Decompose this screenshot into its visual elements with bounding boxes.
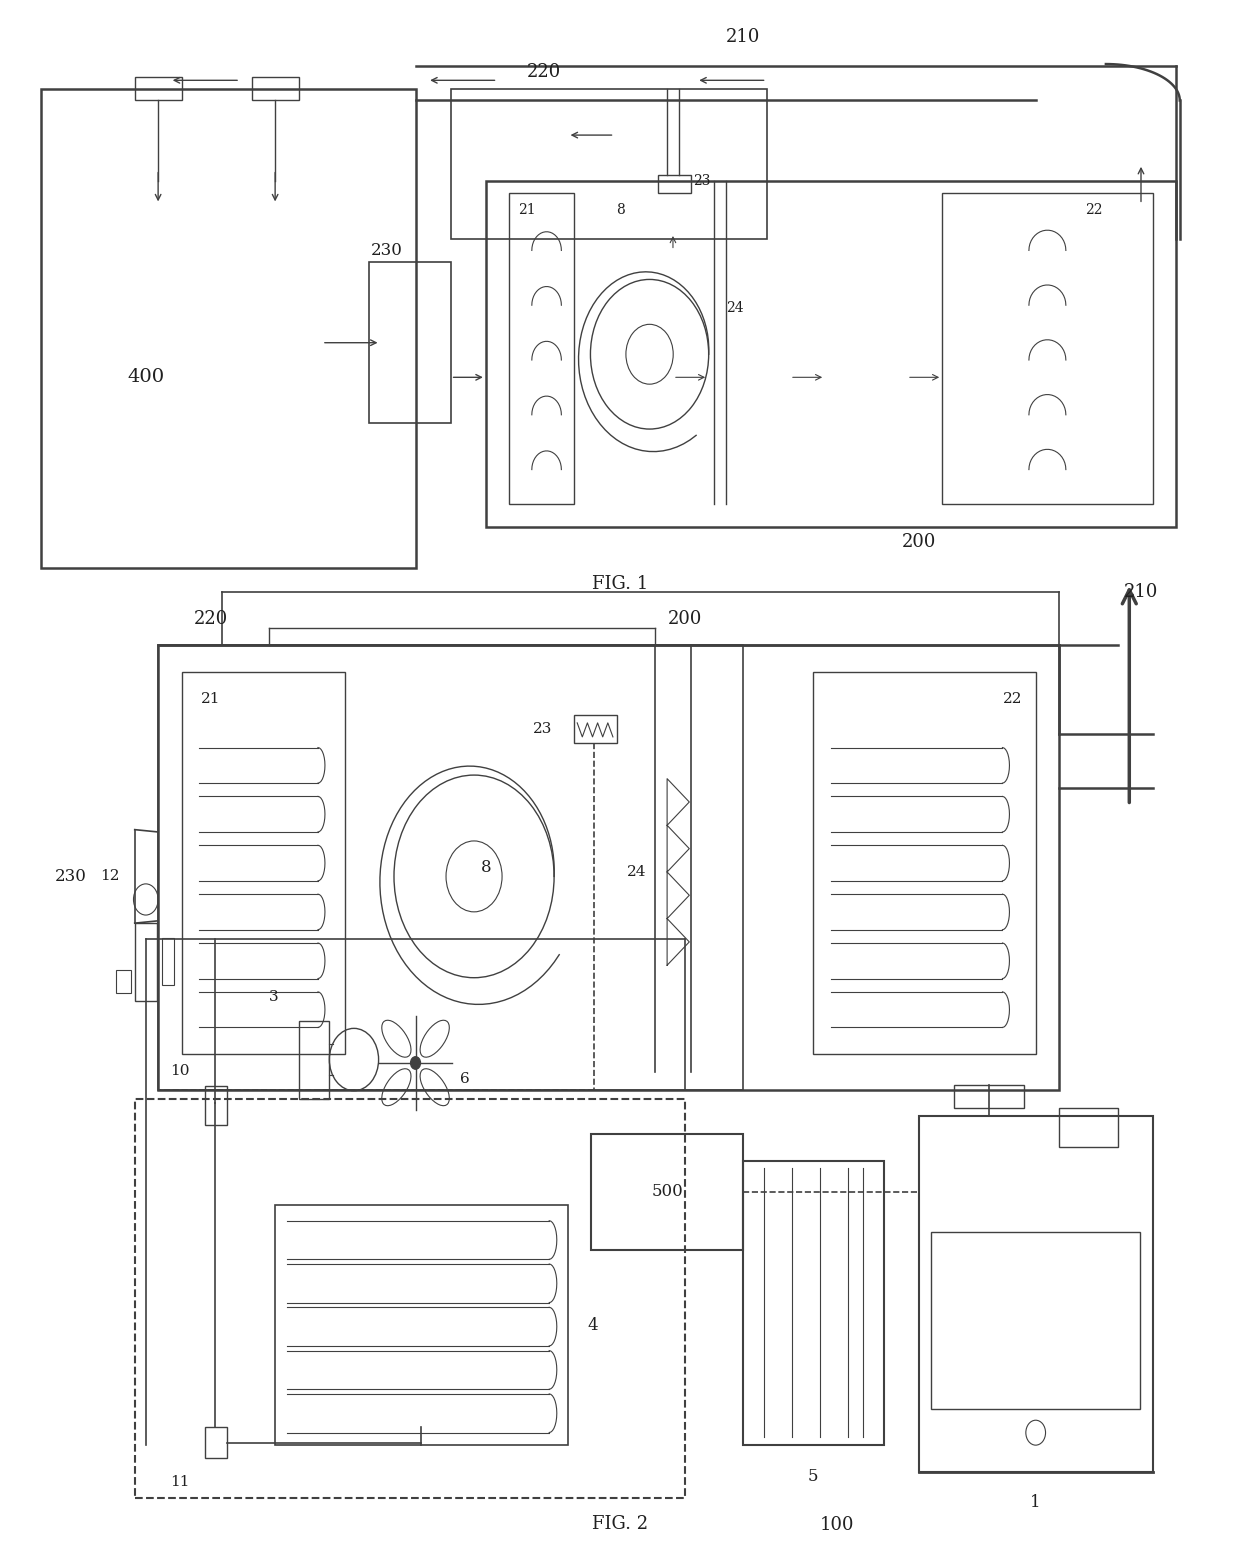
Bar (159, 646, 743, 1089)
Text: 200: 200 (901, 533, 936, 550)
Text: 400: 400 (128, 368, 165, 387)
Text: 100: 100 (820, 1515, 854, 1534)
Bar (591, 1135, 743, 1249)
Text: 8: 8 (480, 859, 491, 876)
Text: 1: 1 (1030, 1495, 1042, 1511)
Bar (657, 176, 691, 193)
Bar (931, 1232, 1141, 1409)
Text: FIG. 1: FIG. 1 (591, 575, 649, 592)
Text: 24: 24 (626, 865, 646, 879)
Bar (205, 1086, 227, 1125)
Circle shape (410, 1056, 420, 1069)
Bar (205, 1428, 227, 1459)
Text: 24: 24 (727, 301, 744, 315)
Text: 21: 21 (201, 691, 221, 705)
Bar (743, 1161, 884, 1445)
Bar (252, 77, 299, 100)
Text: 230: 230 (371, 241, 402, 259)
Text: 23: 23 (693, 174, 711, 188)
Bar (954, 1084, 1024, 1108)
Bar (510, 193, 574, 505)
Text: 230: 230 (55, 868, 87, 885)
Bar (117, 970, 131, 993)
Bar (299, 1020, 330, 1098)
Bar (450, 89, 766, 238)
Bar (368, 262, 450, 423)
Text: 22: 22 (1002, 691, 1022, 705)
Text: 5: 5 (808, 1468, 818, 1484)
Text: 200: 200 (667, 610, 702, 628)
Bar (1059, 1108, 1117, 1147)
Text: 500: 500 (651, 1183, 683, 1200)
Bar (275, 1205, 568, 1445)
Bar (813, 672, 1035, 1055)
Text: 8: 8 (616, 204, 625, 218)
Bar (41, 89, 415, 567)
Text: 210: 210 (1123, 583, 1158, 602)
Bar (161, 939, 174, 986)
Text: 12: 12 (100, 870, 120, 884)
Bar (135, 1098, 684, 1498)
Text: FIG. 2: FIG. 2 (591, 1515, 649, 1533)
Bar (942, 193, 1153, 505)
Text: 22: 22 (1085, 204, 1102, 218)
Text: 210: 210 (725, 28, 760, 45)
Text: 220: 220 (193, 610, 228, 628)
Text: 23: 23 (533, 722, 552, 736)
Text: 220: 220 (527, 63, 562, 80)
Text: 6: 6 (460, 1072, 470, 1086)
Bar (159, 646, 1059, 1089)
Text: 11: 11 (171, 1475, 190, 1489)
Bar (135, 923, 157, 1001)
Bar (181, 672, 345, 1055)
Bar (135, 77, 181, 100)
Bar (919, 1116, 1153, 1471)
Text: 10: 10 (171, 1064, 190, 1078)
Text: 4: 4 (587, 1316, 598, 1334)
Text: 21: 21 (518, 204, 536, 218)
Bar (486, 182, 1176, 527)
Bar (574, 715, 616, 743)
Text: 3: 3 (269, 990, 279, 1004)
